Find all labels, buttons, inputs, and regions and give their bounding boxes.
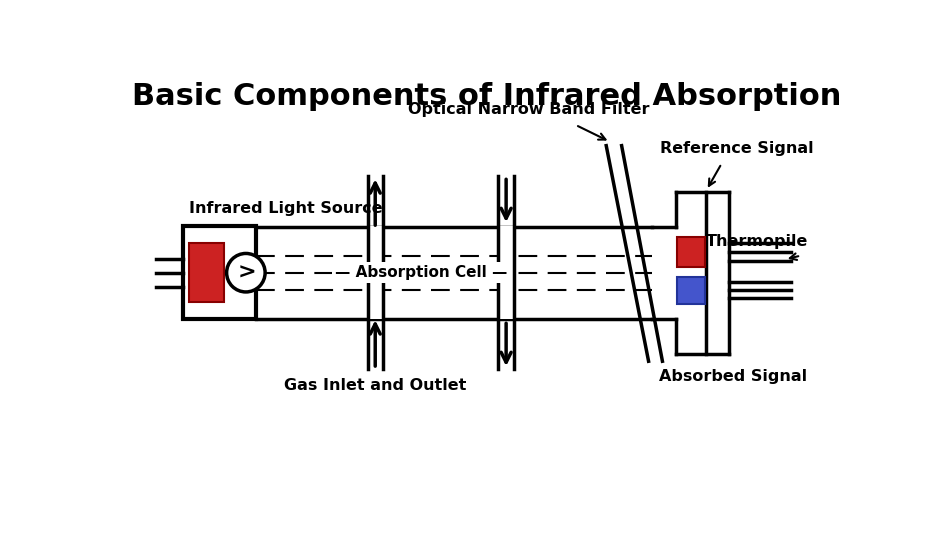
Text: Basic Components of Infrared Absorption: Basic Components of Infrared Absorption (132, 82, 842, 111)
Text: >: > (238, 262, 256, 283)
Text: Gas Inlet and Outlet: Gas Inlet and Outlet (284, 378, 466, 393)
Text: Absorbed Signal: Absorbed Signal (659, 369, 808, 384)
Text: Thermopile: Thermopile (707, 234, 808, 249)
Bar (677, 237, 705, 267)
Bar (368, 226, 383, 319)
Text: Infrared Light Source: Infrared Light Source (189, 201, 383, 215)
Text: Reference Signal: Reference Signal (660, 140, 814, 156)
Bar (182, 226, 256, 319)
Bar (189, 244, 223, 302)
Circle shape (227, 253, 265, 292)
Bar (677, 276, 705, 303)
Bar (499, 226, 514, 319)
Text: — Absorption Cell —: — Absorption Cell — (335, 265, 507, 280)
Text: Optical Narrow Band Filter: Optical Narrow Band Filter (408, 102, 650, 117)
